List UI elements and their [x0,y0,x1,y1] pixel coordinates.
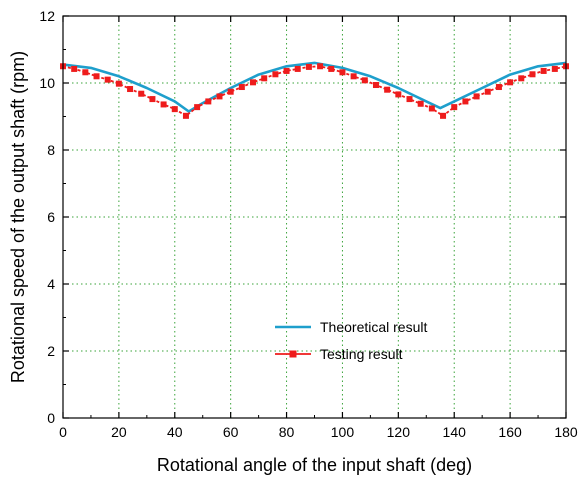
legend: Theoretical result Testing result [275,319,427,362]
data-point [305,63,312,70]
data-point [540,67,547,74]
x-tick-label: 60 [223,424,239,440]
data-point [328,65,335,72]
data-point [440,112,447,119]
data-point [372,82,379,89]
data-point [182,112,189,119]
data-point [160,101,167,108]
x-tick-label: 40 [167,424,183,440]
series-layer [60,61,569,119]
data-point [82,69,89,76]
data-point [339,69,346,76]
x-tick-label: 80 [279,424,295,440]
data-point [473,93,480,100]
data-point [417,100,424,107]
y-tick-label: 12 [39,8,55,24]
x-tick-label: 20 [111,424,127,440]
data-point [138,90,145,97]
y-tick-label: 10 [39,75,55,91]
x-axis-title: Rotational angle of the input shaft (deg… [157,455,472,475]
data-point [406,96,413,103]
legend-swatch-marker [289,350,297,358]
axis-ticks: 0 20 40 60 80 100 120 140 160 180 0 2 4 6 8 10 12 [39,8,577,440]
data-point [350,73,357,80]
data-point [272,71,279,78]
data-point [518,75,525,82]
series-line-2 [62,65,567,117]
data-point [551,65,558,72]
x-tick-label: 140 [443,424,467,440]
data-point [194,104,201,111]
data-point [384,86,391,93]
data-point [71,65,78,72]
data-point [484,88,491,95]
data-point [261,75,268,82]
data-point [149,96,156,103]
legend-label: Testing result [320,346,403,362]
data-point [529,71,536,78]
data-point [127,86,134,93]
x-tick-label: 180 [554,424,578,440]
y-tick-label: 4 [47,276,55,292]
data-point [361,77,368,84]
y-tick-label: 8 [47,142,55,158]
data-point [283,67,290,74]
x-tick-label: 120 [387,424,411,440]
data-point [495,84,502,91]
data-point [317,63,324,70]
data-point [395,91,402,98]
y-tick-label: 0 [47,410,55,426]
data-point [250,79,257,86]
x-tick-label: 100 [331,424,355,440]
data-point [216,93,223,100]
data-point [115,80,122,87]
x-tick-label: 0 [59,424,67,440]
data-point [171,106,178,113]
data-point [507,79,514,86]
data-point [227,88,234,95]
data-point [451,104,458,111]
data-point [294,65,301,72]
data-point [462,98,469,105]
y-axis-title: Rotational speed of the output shaft (rp… [8,51,28,383]
x-tick-label: 160 [498,424,522,440]
grid-lines [63,16,566,418]
y-tick-label: 6 [47,209,55,225]
data-point [428,105,435,112]
data-point [93,73,100,80]
legend-label: Theoretical result [320,319,427,335]
data-point [104,76,111,83]
series-line-1 [62,61,567,113]
y-tick-label: 2 [47,343,55,359]
data-point [238,84,245,91]
data-point [205,98,212,105]
